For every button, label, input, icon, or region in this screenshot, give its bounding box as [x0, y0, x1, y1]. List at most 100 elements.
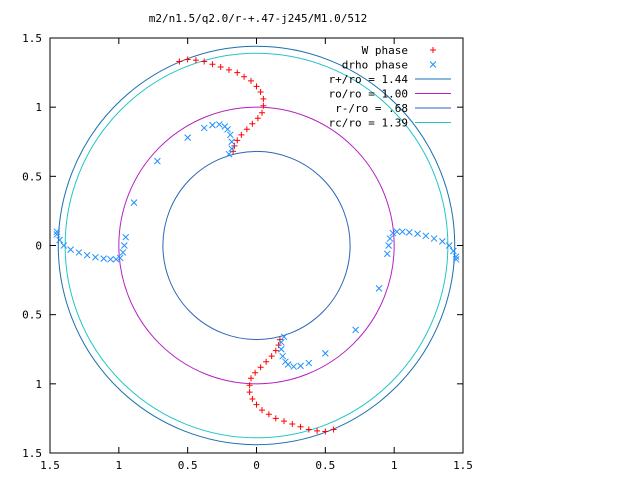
data-point	[53, 231, 61, 238]
data-point	[225, 150, 233, 158]
data-point	[75, 249, 83, 256]
data-point	[154, 157, 161, 165]
legend-label: ro/ro = 1.00	[329, 88, 408, 101]
legend-label: r+/ro = 1.44	[329, 73, 409, 86]
x-tick-label: 1	[116, 459, 123, 472]
data-point	[122, 233, 130, 241]
data-point	[252, 369, 259, 376]
data-point	[67, 246, 75, 254]
x-tick-label: 0.5	[178, 459, 198, 472]
data-point	[314, 427, 321, 434]
data-point	[249, 396, 256, 403]
circle-1	[118, 106, 395, 385]
data-point	[405, 229, 413, 236]
circle-0	[57, 45, 456, 446]
data-point	[257, 364, 264, 371]
data-point	[281, 418, 288, 425]
reference-circles	[57, 45, 456, 446]
data-point	[184, 56, 191, 63]
data-point	[284, 361, 292, 368]
data-point	[217, 64, 224, 71]
data-point	[176, 58, 183, 65]
data-point	[297, 423, 304, 430]
data-point	[389, 229, 397, 237]
data-point	[215, 121, 223, 128]
data-point	[238, 131, 245, 138]
data-point	[247, 375, 254, 382]
legend-label: rc/ro = 1.39	[329, 117, 408, 130]
data-point	[247, 77, 254, 84]
data-point	[422, 232, 430, 240]
data-point	[393, 228, 401, 236]
data-point	[209, 61, 216, 68]
data-point	[265, 411, 272, 418]
data-point	[225, 66, 232, 73]
data-point	[249, 120, 256, 127]
data-point	[116, 254, 124, 262]
data-point	[100, 255, 108, 262]
data-point	[438, 237, 446, 245]
data-point	[279, 352, 287, 360]
data-point	[272, 415, 279, 422]
data-point	[430, 235, 438, 242]
data-point	[289, 420, 296, 427]
data-point	[228, 138, 236, 146]
data-point	[450, 247, 457, 255]
data-point	[414, 230, 421, 238]
axis-ticks: 1.5 1 0.5 0 0.5 1 1.51.510.500.511.5	[22, 32, 473, 472]
data-point	[352, 326, 359, 334]
data-point	[452, 255, 460, 263]
data-point	[226, 131, 234, 139]
data-point	[399, 228, 406, 236]
data-point	[120, 242, 128, 249]
data-point	[234, 137, 241, 144]
circle-3	[64, 52, 449, 439]
data-point	[260, 95, 267, 102]
data-point	[386, 235, 394, 242]
data-point	[209, 121, 216, 129]
data-point	[56, 236, 63, 244]
y-tick-label: 0	[35, 240, 42, 253]
data-point	[260, 102, 267, 109]
data-point	[243, 126, 250, 133]
data-point	[112, 255, 120, 263]
data-point	[130, 199, 138, 206]
data-point	[60, 242, 68, 249]
data-point	[253, 401, 260, 408]
x-tick-label: 1	[391, 459, 398, 472]
data-point	[321, 350, 329, 357]
data-point	[322, 428, 329, 435]
data-point	[305, 359, 313, 367]
data-point	[272, 347, 279, 354]
x-tick-label: 1.5	[40, 459, 60, 472]
legend-label: drho phase	[342, 59, 408, 72]
y-tick-label: 1	[35, 378, 42, 391]
data-point	[280, 333, 288, 341]
data-point	[330, 426, 337, 433]
data-point	[445, 242, 453, 249]
data-point	[257, 88, 264, 95]
y-tick-label: 1.5	[22, 32, 42, 45]
series-1	[53, 121, 460, 370]
data-point	[107, 255, 114, 263]
x-tick-label: 0	[253, 459, 260, 472]
legend-sample	[430, 47, 436, 53]
data-point	[246, 382, 253, 389]
legend-sample	[429, 61, 437, 68]
chart-title: m2/n1.5/q2.0/r-+.47-j245/M1.0/512	[149, 12, 368, 25]
data-point	[83, 251, 91, 259]
data-point	[228, 145, 236, 153]
data-point	[268, 353, 275, 360]
data-point	[221, 123, 229, 130]
y-tick-label: 1	[35, 101, 42, 114]
data-point	[375, 285, 383, 292]
data-point	[119, 249, 127, 256]
data-point	[53, 228, 61, 236]
x-tick-label: 1.5	[453, 459, 473, 472]
data-point	[383, 250, 391, 258]
data-point	[254, 115, 261, 122]
data-point	[263, 358, 270, 365]
data-point	[234, 69, 241, 76]
